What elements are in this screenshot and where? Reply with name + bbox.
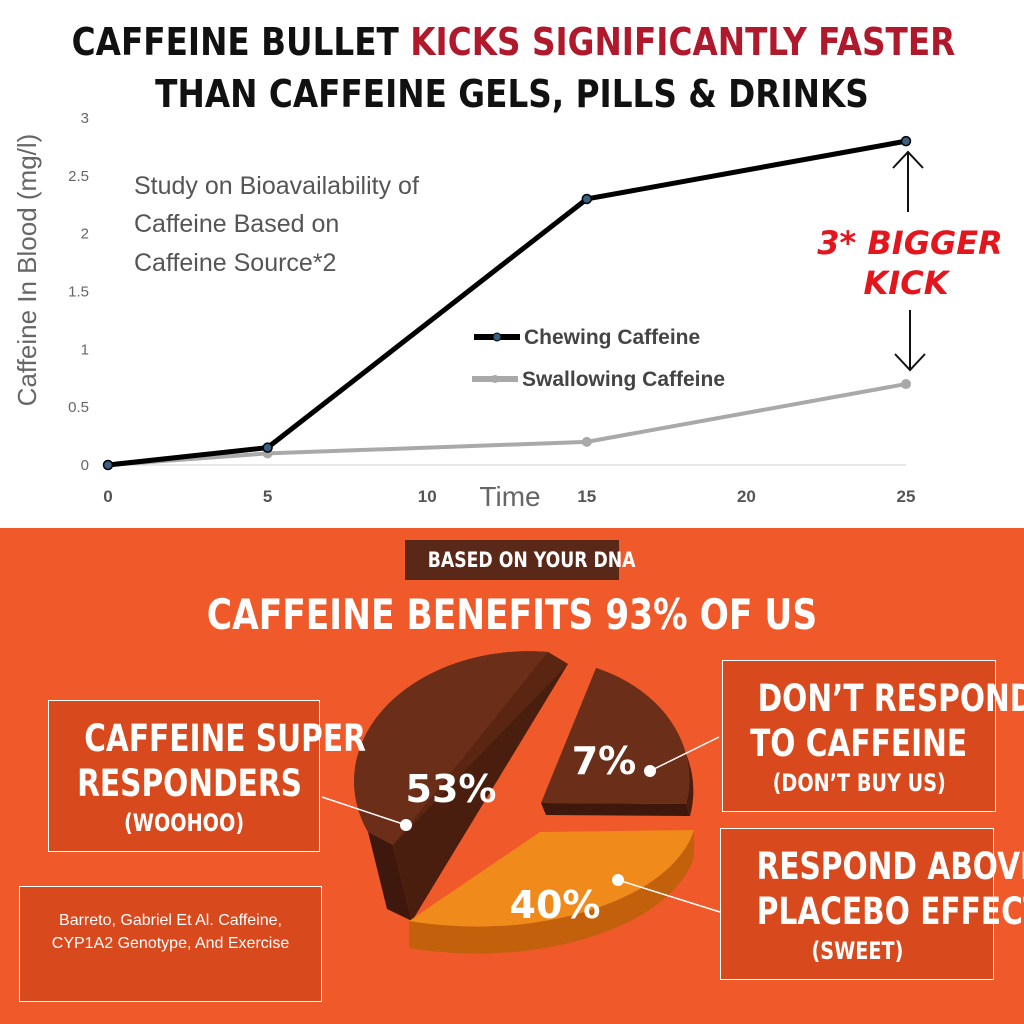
y-tick-label: 2.5 <box>68 168 89 185</box>
kick-label-line-1: 3* BIGGER <box>817 224 1002 262</box>
leader-dots <box>400 765 656 886</box>
y-axis-label: Caffeine In Blood (mg/l) <box>12 134 42 407</box>
no-respond-line-1: DON’T RESPOND <box>757 677 1024 720</box>
legend: Chewing Caffeine Swallowing Caffeine <box>472 326 725 391</box>
legend-label-chewing: Chewing Caffeine <box>524 326 700 349</box>
study-note-line-2: Caffeine Based on <box>134 210 339 238</box>
chewing-point <box>581 193 593 205</box>
kick-label-line-2: KICK <box>864 264 951 302</box>
placebo-line-3: (SWEET) <box>811 937 903 965</box>
y-tick-label: 1 <box>81 341 89 358</box>
dna-badge: BASED ON YOUR DNA <box>405 540 636 580</box>
y-tick-label: 2 <box>81 226 89 243</box>
x-tick-label: 10 <box>418 487 437 506</box>
x-tick-label: 0 <box>103 487 112 506</box>
series-layer <box>102 135 912 471</box>
leader-lines <box>321 736 721 913</box>
legend-label-swallowing: Swallowing Caffeine <box>522 368 725 391</box>
x-axis-label: Time <box>479 481 540 512</box>
line-chart: 0 0.5 1 1.5 2 2.5 3 0 5 10 15 20 25 Caffeine In Blo… <box>12 110 1003 512</box>
headline-black-part: CAFFEINE BULLET <box>71 20 399 64</box>
study-note-line-3: Caffeine Source*2 <box>134 249 336 277</box>
super-line-2: RESPONDERS <box>77 762 302 805</box>
super-line-1: CAFFEINE SUPER <box>84 717 366 760</box>
headline-line-1: CAFFEINE BULLET KICKS SIGNIFICANTLY FAST… <box>71 20 956 64</box>
pie-label-53: 53% <box>406 767 497 811</box>
x-axis-ticks: 0 5 10 15 20 25 <box>103 487 915 506</box>
headline-line-2: THAN CAFFEINE GELS, PILLS & DRINKS <box>155 72 869 116</box>
no-respond-box: DON’T RESPOND TO CAFFEINE (DON’T BUY US) <box>722 660 1024 812</box>
legend-marker-chewing <box>492 332 502 342</box>
y-tick-label: 3 <box>81 110 89 127</box>
pie-label-40: 40% <box>510 883 601 927</box>
y-tick-label: 1.5 <box>68 284 89 301</box>
no-respond-line-2: TO CAFFEINE <box>750 722 968 765</box>
pie-slice-40 <box>409 830 694 954</box>
series-line-chewing <box>107 138 907 468</box>
y-tick-label: 0 <box>81 457 89 474</box>
pie-slice-53 <box>354 651 568 921</box>
citation-box: Barreto, Gabriel Et Al. Caffeine, CYP1A2… <box>19 886 322 1002</box>
kick-arrow-down <box>894 310 926 372</box>
pie-chart: 53% 7% 40% <box>321 651 721 954</box>
placebo-box: RESPOND ABOVE PLACEBO EFFECT (SWEET) <box>720 828 1024 980</box>
x-tick-label: 20 <box>737 487 756 506</box>
legend-marker-swallowing <box>491 375 499 383</box>
chewing-point <box>900 135 912 147</box>
x-tick-label: 25 <box>897 487 916 506</box>
chewing-point <box>102 459 114 471</box>
placebo-line-2: PLACEBO EFFECT <box>756 890 1024 933</box>
kick-arrow-up <box>892 150 924 212</box>
y-tick-label: 0.5 <box>68 399 89 416</box>
x-tick-label: 15 <box>577 487 596 506</box>
x-tick-label: 5 <box>263 487 272 506</box>
no-respond-line-3: (DON’T BUY US) <box>772 769 946 797</box>
placebo-line-1: RESPOND ABOVE <box>756 845 1024 888</box>
series-line-swallowing <box>107 382 907 467</box>
chewing-point <box>262 442 273 453</box>
swallowing-point <box>581 436 592 447</box>
citation-text: Barreto, Gabriel Et Al. Caffeine, CYP1A2… <box>51 912 290 952</box>
pie-label-7: 7% <box>572 739 637 783</box>
y-axis-ticks: 0 0.5 1 1.5 2 2.5 3 <box>68 110 89 474</box>
super-responders-box: CAFFEINE SUPER RESPONDERS (WOOHOO) <box>48 700 366 852</box>
swallowing-point <box>901 379 911 390</box>
headline-red-part: KICKS SIGNIFICANTLY FASTER <box>410 20 956 64</box>
super-line-3: (WOOHOO) <box>123 809 245 837</box>
benefits-title: CAFFEINE BENEFITS 93% OF US <box>206 590 818 639</box>
study-note-line-1: Study on Bioavailability of <box>134 172 419 200</box>
dna-badge-text: BASED ON YOUR DNA <box>427 548 636 572</box>
